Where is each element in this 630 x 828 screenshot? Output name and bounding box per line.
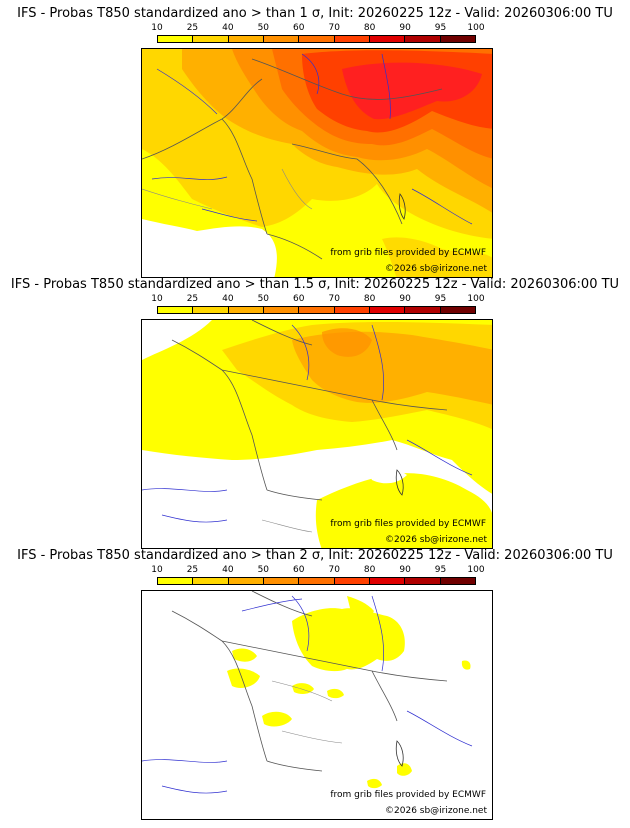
colorbar-tick-label: 25 bbox=[186, 294, 199, 304]
colorbar-tick-label: 40 bbox=[222, 294, 234, 304]
data-source-credit: from grib files provided by ECMWF bbox=[330, 790, 486, 800]
colorbar-tick-label: 100 bbox=[467, 565, 485, 575]
colorbar-labels: 10 25 40 50 60 70 80 90 95 100 bbox=[151, 23, 484, 34]
colorbar-tick-label: 60 bbox=[293, 294, 305, 304]
copyright-credit: ©2026 sb@irizone.net bbox=[385, 264, 487, 274]
colorbar: 10 25 40 50 60 70 80 90 95 100 bbox=[151, 23, 485, 44]
colorbar-swatch bbox=[405, 36, 441, 42]
colorbar-swatch bbox=[369, 36, 406, 42]
colorbar-swatch bbox=[263, 578, 300, 584]
colorbar-tick-label: 70 bbox=[328, 23, 340, 33]
map-panel-2sigma: IFS - Probas T850 standardized ano > tha… bbox=[0, 548, 630, 820]
colorbar-swatch bbox=[263, 36, 300, 42]
map-graphic bbox=[142, 320, 492, 548]
colorbar-swatch bbox=[405, 307, 441, 313]
colorbar-tick-label: 25 bbox=[186, 565, 199, 575]
colorbar-swatches bbox=[157, 577, 476, 585]
colorbar-tick-label: 50 bbox=[257, 565, 270, 575]
colorbar-tick-label: 100 bbox=[467, 23, 485, 33]
colorbar-swatch bbox=[228, 36, 264, 42]
colorbar-swatch bbox=[193, 307, 229, 313]
data-source-credit: from grib files provided by ECMWF bbox=[330, 248, 486, 258]
colorbar-swatch bbox=[299, 36, 335, 42]
panel-title: IFS - Probas T850 standardized ano > tha… bbox=[10, 277, 620, 292]
colorbar-tick-label: 40 bbox=[222, 23, 234, 33]
map-graphic bbox=[142, 591, 492, 819]
colorbar-tick-label: 90 bbox=[399, 23, 411, 33]
colorbar: 10 25 40 50 60 70 80 90 95 100 bbox=[151, 294, 485, 315]
colorbar-tick-label: 95 bbox=[434, 294, 447, 304]
colorbar-swatch bbox=[299, 578, 335, 584]
map-panel-1sigma: IFS - Probas T850 standardized ano > tha… bbox=[0, 6, 630, 278]
colorbar-swatch bbox=[369, 307, 406, 313]
colorbar-tick-label: 90 bbox=[399, 565, 411, 575]
colorbar-labels: 10 25 40 50 60 70 80 90 95 100 bbox=[151, 294, 484, 305]
copyright-credit: ©2026 sb@irizone.net bbox=[385, 535, 487, 545]
colorbar-swatch bbox=[334, 36, 370, 42]
colorbar-tick-label: 10 bbox=[151, 294, 163, 304]
panel-title: IFS - Probas T850 standardized ano > tha… bbox=[17, 6, 613, 21]
colorbar-swatch bbox=[158, 578, 194, 584]
copyright-credit: ©2026 sb@irizone.net bbox=[385, 806, 487, 816]
map-graphic bbox=[142, 49, 492, 277]
probability-map: from grib files provided by ECMWF ©2026 … bbox=[141, 590, 493, 820]
colorbar-tick-label: 95 bbox=[434, 565, 447, 575]
colorbar-tick-label: 80 bbox=[363, 294, 376, 304]
colorbar-swatch bbox=[193, 578, 229, 584]
colorbar-swatch bbox=[334, 307, 370, 313]
colorbar-tick-label: 40 bbox=[222, 565, 234, 575]
colorbar-swatch bbox=[263, 307, 300, 313]
colorbar-swatch bbox=[405, 578, 441, 584]
colorbar-tick-label: 80 bbox=[363, 23, 376, 33]
colorbar-tick-label: 10 bbox=[151, 23, 163, 33]
colorbar-tick-label: 10 bbox=[151, 565, 163, 575]
colorbar-swatch bbox=[334, 578, 370, 584]
colorbar-tick-label: 60 bbox=[293, 23, 305, 33]
colorbar-swatch bbox=[440, 578, 475, 584]
probability-map: from grib files provided by ECMWF ©2026 … bbox=[141, 48, 493, 278]
colorbar-tick-label: 100 bbox=[467, 294, 485, 304]
colorbar-tick-label: 95 bbox=[434, 23, 447, 33]
colorbar-swatch bbox=[158, 307, 194, 313]
colorbar-tick-label: 60 bbox=[293, 565, 305, 575]
panel-title: IFS - Probas T850 standardized ano > tha… bbox=[17, 548, 613, 563]
colorbar-tick-label: 90 bbox=[399, 294, 411, 304]
colorbar-swatches bbox=[157, 306, 476, 314]
colorbar-swatch bbox=[193, 36, 229, 42]
data-source-credit: from grib files provided by ECMWF bbox=[330, 519, 486, 529]
colorbar-tick-label: 70 bbox=[328, 294, 340, 304]
colorbar-swatch bbox=[158, 36, 194, 42]
colorbar-tick-label: 50 bbox=[257, 23, 270, 33]
colorbar-swatch bbox=[369, 578, 406, 584]
colorbar-tick-label: 25 bbox=[186, 23, 199, 33]
colorbar-labels: 10 25 40 50 60 70 80 90 95 100 bbox=[151, 565, 484, 576]
colorbar-tick-label: 70 bbox=[328, 565, 340, 575]
colorbar-swatch bbox=[440, 36, 475, 42]
probability-map: from grib files provided by ECMWF ©2026 … bbox=[141, 319, 493, 549]
colorbar: 10 25 40 50 60 70 80 90 95 100 bbox=[151, 565, 485, 586]
colorbar-swatch bbox=[228, 307, 264, 313]
colorbar-swatches bbox=[157, 35, 476, 43]
colorbar-tick-label: 50 bbox=[257, 294, 270, 304]
colorbar-tick-label: 80 bbox=[363, 565, 376, 575]
colorbar-swatch bbox=[440, 307, 475, 313]
map-panel-1-5sigma: IFS - Probas T850 standardized ano > tha… bbox=[0, 277, 630, 549]
colorbar-swatch bbox=[299, 307, 335, 313]
colorbar-swatch bbox=[228, 578, 264, 584]
